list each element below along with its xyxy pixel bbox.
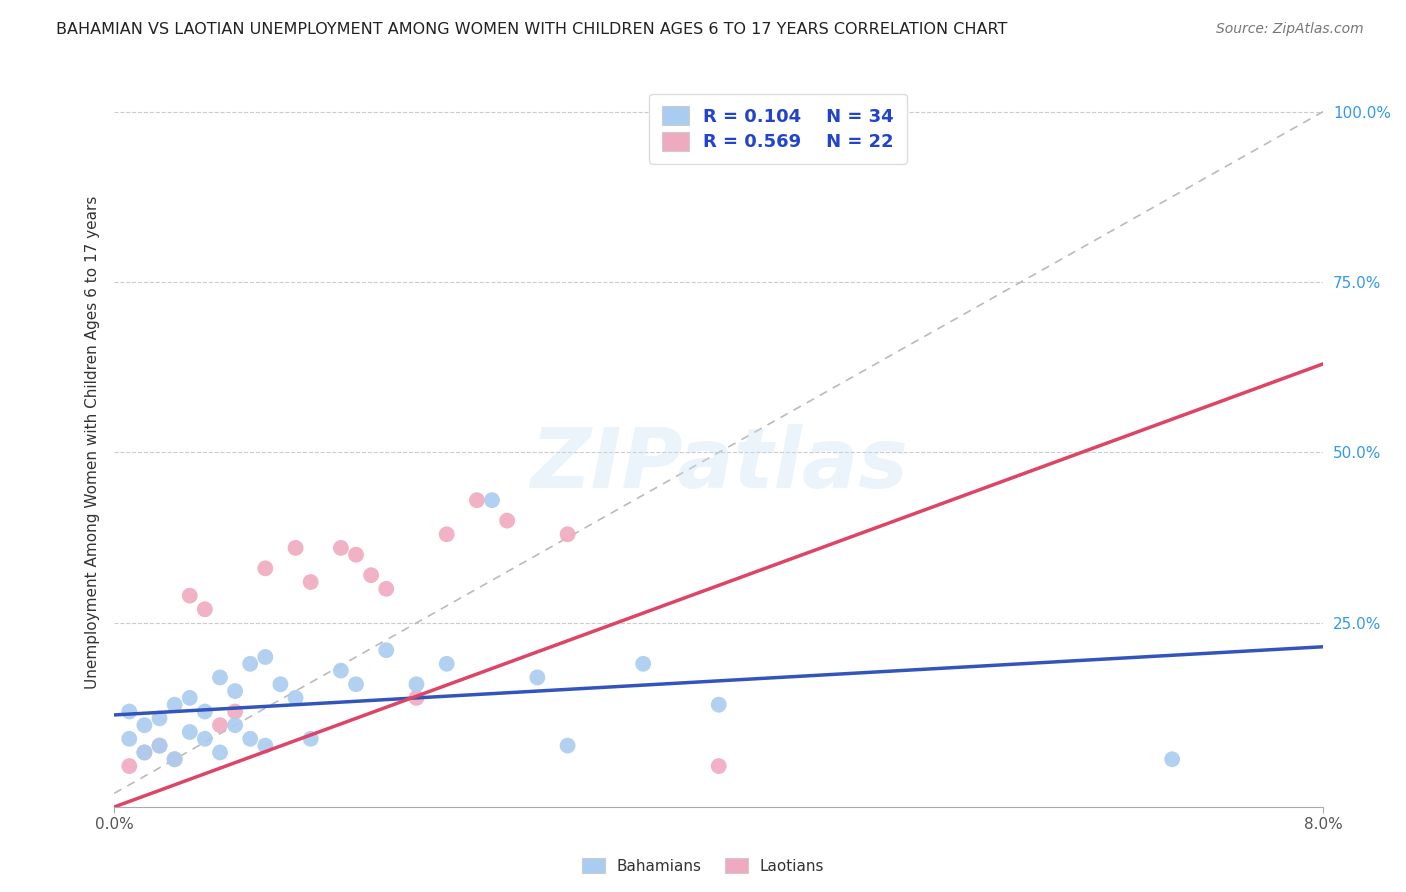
- Point: [179, 690, 201, 705]
- Point: [557, 739, 579, 753]
- Point: [284, 541, 307, 555]
- Point: [134, 746, 156, 760]
- Point: [299, 731, 322, 746]
- Point: [436, 657, 458, 671]
- Point: [163, 752, 186, 766]
- Point: [329, 664, 352, 678]
- Point: [208, 718, 231, 732]
- Y-axis label: Unemployment Among Women with Children Ages 6 to 17 years: Unemployment Among Women with Children A…: [86, 195, 100, 689]
- Point: [179, 725, 201, 739]
- Point: [239, 657, 262, 671]
- Point: [148, 739, 170, 753]
- Point: [269, 677, 291, 691]
- Point: [526, 670, 548, 684]
- Point: [496, 514, 519, 528]
- Point: [405, 677, 427, 691]
- Point: [299, 574, 322, 589]
- Legend: R = 0.104    N = 34, R = 0.569    N = 22: R = 0.104 N = 34, R = 0.569 N = 22: [650, 94, 907, 164]
- Point: [134, 746, 156, 760]
- Point: [481, 493, 503, 508]
- Point: [707, 759, 730, 773]
- Point: [631, 657, 654, 671]
- Point: [344, 677, 367, 691]
- Point: [118, 731, 141, 746]
- Point: [254, 739, 277, 753]
- Point: [254, 650, 277, 665]
- Point: [194, 602, 217, 616]
- Point: [360, 568, 382, 582]
- Point: [118, 759, 141, 773]
- Point: [707, 698, 730, 712]
- Point: [208, 746, 231, 760]
- Point: [465, 493, 488, 508]
- Point: [405, 690, 427, 705]
- Point: [1161, 752, 1184, 766]
- Point: [194, 731, 217, 746]
- Legend: Bahamians, Laotians: Bahamians, Laotians: [575, 852, 831, 880]
- Point: [224, 705, 246, 719]
- Point: [224, 718, 246, 732]
- Point: [224, 684, 246, 698]
- Point: [118, 705, 141, 719]
- Point: [329, 541, 352, 555]
- Point: [134, 718, 156, 732]
- Point: [208, 670, 231, 684]
- Point: [375, 643, 398, 657]
- Point: [163, 698, 186, 712]
- Point: [148, 711, 170, 725]
- Point: [344, 548, 367, 562]
- Point: [148, 739, 170, 753]
- Point: [239, 731, 262, 746]
- Point: [557, 527, 579, 541]
- Point: [194, 705, 217, 719]
- Point: [783, 132, 806, 146]
- Point: [284, 690, 307, 705]
- Point: [436, 527, 458, 541]
- Text: ZIPatlas: ZIPatlas: [530, 424, 908, 505]
- Point: [254, 561, 277, 575]
- Point: [179, 589, 201, 603]
- Text: BAHAMIAN VS LAOTIAN UNEMPLOYMENT AMONG WOMEN WITH CHILDREN AGES 6 TO 17 YEARS CO: BAHAMIAN VS LAOTIAN UNEMPLOYMENT AMONG W…: [56, 22, 1008, 37]
- Text: Source: ZipAtlas.com: Source: ZipAtlas.com: [1216, 22, 1364, 37]
- Point: [163, 752, 186, 766]
- Point: [375, 582, 398, 596]
